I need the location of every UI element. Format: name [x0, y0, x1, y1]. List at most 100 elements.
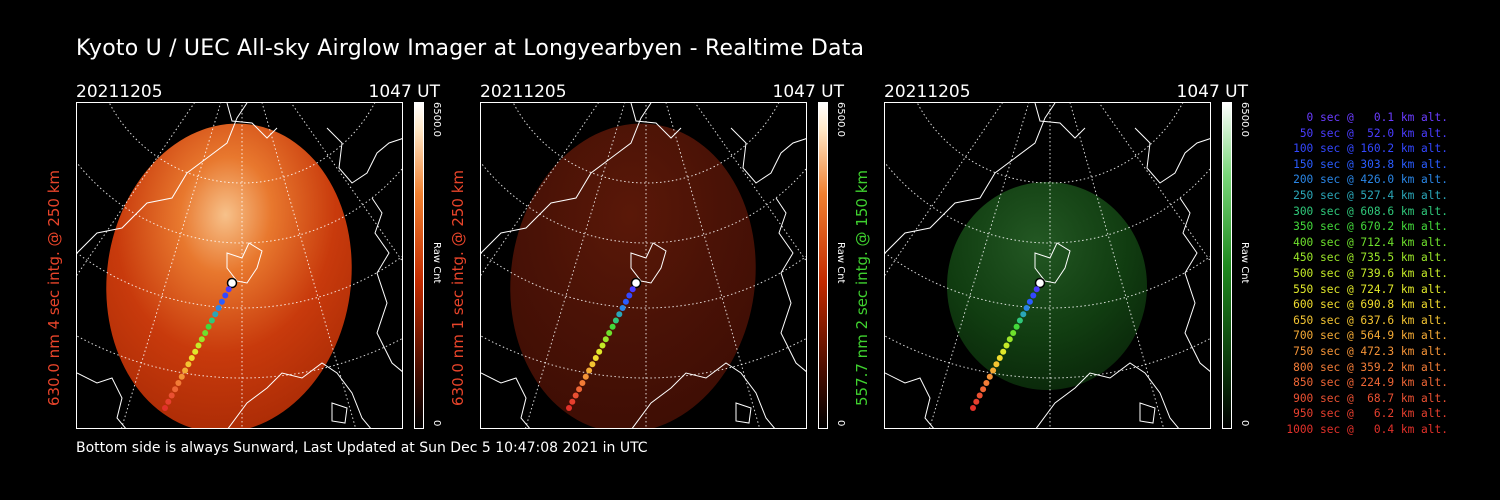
- track-point: [993, 361, 1000, 368]
- track-point: [192, 348, 199, 355]
- track-point: [976, 392, 983, 399]
- colorbar-unit-label: Raw Cnt: [1239, 242, 1250, 284]
- colorbar: 6500.0 Raw Cnt 0: [818, 102, 878, 429]
- track-point: [212, 311, 219, 318]
- track-point: [182, 367, 189, 374]
- track-point: [1034, 277, 1046, 289]
- colorbar-unit-label: Raw Cnt: [835, 242, 846, 284]
- track-point: [168, 392, 175, 399]
- track-point: [188, 355, 195, 361]
- panel-time: 1047 UT: [368, 82, 441, 102]
- track-point: [222, 292, 229, 299]
- track-point: [1000, 348, 1007, 355]
- track-point: [622, 298, 629, 305]
- track-point: [986, 373, 993, 380]
- legend-row: 900 sec @ 68.7 km alt.: [1293, 391, 1448, 405]
- colorbar-max-label: 6500.0: [1239, 102, 1250, 137]
- panel-630nm-4s: 20211205 1047 UT 630.0 nm 4 sec intg. @ …: [45, 80, 442, 432]
- colorbar-gradient: [414, 102, 424, 429]
- track-point: [195, 342, 202, 349]
- track-point: [205, 323, 212, 330]
- track-point: [1033, 286, 1040, 293]
- track-point: [569, 398, 576, 405]
- panel-630nm-1s: 20211205 1047 UT 630.0 nm 1 sec intg. @ …: [449, 80, 846, 432]
- page-title: Kyoto U / UEC All-sky Airglow Imager at …: [76, 36, 865, 61]
- track-point: [990, 367, 997, 374]
- track-point: [1006, 336, 1013, 343]
- track-point: [606, 330, 613, 336]
- track-point: [1003, 342, 1010, 349]
- colorbar-gradient: [1222, 102, 1232, 429]
- track-point: [572, 392, 579, 399]
- track-point: [612, 317, 619, 324]
- legend-row: 350 sec @ 670.2 km alt.: [1293, 220, 1448, 234]
- legend-row: 200 sec @ 426.0 km alt.: [1293, 173, 1448, 187]
- colorbar-min-label: 0: [835, 420, 846, 427]
- track-point: [566, 405, 572, 411]
- track-point: [1026, 298, 1033, 305]
- track-point: [616, 311, 623, 318]
- legend-row: 650 sec @ 637.6 km alt.: [1293, 313, 1448, 327]
- track-point: [208, 317, 215, 324]
- legend-row: 250 sec @ 527.4 km alt.: [1293, 188, 1448, 202]
- legend-row: 50 sec @ 52.0 km alt.: [1299, 126, 1448, 140]
- track-point: [1030, 292, 1037, 299]
- footer-status: Bottom side is always Sunward, Last Upda…: [76, 440, 648, 456]
- track-point: [576, 386, 583, 393]
- colorbar: 6500.0 Raw Cnt 0: [1222, 102, 1282, 429]
- legend-row: 500 sec @ 739.6 km alt.: [1293, 266, 1448, 280]
- track-point: [162, 405, 168, 411]
- legend-row: 450 sec @ 735.5 km alt.: [1293, 251, 1448, 265]
- track-point: [630, 277, 642, 289]
- track-point: [225, 286, 232, 293]
- panel-date: 20211205: [76, 82, 163, 102]
- track-point: [582, 373, 589, 380]
- track-point: [198, 336, 205, 343]
- track-point: [626, 292, 633, 299]
- colorbar-unit-label: Raw Cnt: [431, 242, 442, 284]
- panel-time: 1047 UT: [1176, 82, 1249, 102]
- track-point: [1016, 317, 1023, 324]
- legend-row: 0 sec @ 0.1 km alt.: [1306, 111, 1448, 124]
- track-point: [202, 330, 209, 336]
- legend-row: 150 sec @ 303.8 km alt.: [1293, 157, 1448, 171]
- legend-row: 750 sec @ 472.3 km alt.: [1293, 344, 1448, 358]
- allsky-image-frame: [480, 102, 807, 429]
- panel-557nm-2s: 20211205 1047 UT 557.7 nm 2 sec intg. @ …: [853, 80, 1250, 432]
- track-point: [619, 305, 626, 311]
- track-point: [165, 398, 172, 405]
- panel-date: 20211205: [480, 82, 567, 102]
- track-point: [215, 305, 222, 311]
- track-point: [589, 361, 596, 368]
- track-point: [586, 367, 593, 374]
- allsky-image-frame: [884, 102, 1211, 429]
- legend-row: 1000 sec @ 0.4 km alt.: [1286, 422, 1448, 436]
- legend-row: 600 sec @ 690.8 km alt.: [1293, 298, 1448, 312]
- track-point: [996, 355, 1003, 361]
- allsky-image: [885, 103, 1210, 428]
- legend-row: 950 sec @ 6.2 km alt.: [1293, 407, 1448, 421]
- allsky-image-frame: [76, 102, 403, 429]
- panel-ylabel: 557.7 nm 2 sec intg. @ 150 km: [853, 169, 871, 407]
- track-point: [983, 380, 990, 386]
- legend-row: 400 sec @ 712.4 km alt.: [1293, 235, 1448, 249]
- panel-ylabel: 630.0 nm 1 sec intg. @ 250 km: [449, 169, 467, 407]
- track-point: [1020, 311, 1027, 318]
- track-point: [596, 348, 603, 355]
- colorbar-gradient: [818, 102, 828, 429]
- track-point: [175, 380, 182, 386]
- allsky-image: [481, 103, 806, 428]
- legend-row: 850 sec @ 224.9 km alt.: [1293, 376, 1448, 390]
- colorbar-min-label: 0: [431, 420, 442, 427]
- track-point: [1010, 330, 1017, 336]
- colorbar-max-label: 6500.0: [835, 102, 846, 137]
- track-point: [609, 323, 616, 330]
- track-point: [592, 355, 599, 361]
- legend-row: 100 sec @ 160.2 km alt.: [1293, 142, 1448, 156]
- track-point: [980, 386, 987, 393]
- track-point: [1023, 305, 1030, 311]
- track-point: [172, 386, 179, 393]
- legend-row: 800 sec @ 359.2 km alt.: [1293, 360, 1448, 374]
- legend-row: 300 sec @ 608.6 km alt.: [1293, 204, 1448, 218]
- panel-ylabel: 630.0 nm 4 sec intg. @ 250 km: [45, 169, 63, 407]
